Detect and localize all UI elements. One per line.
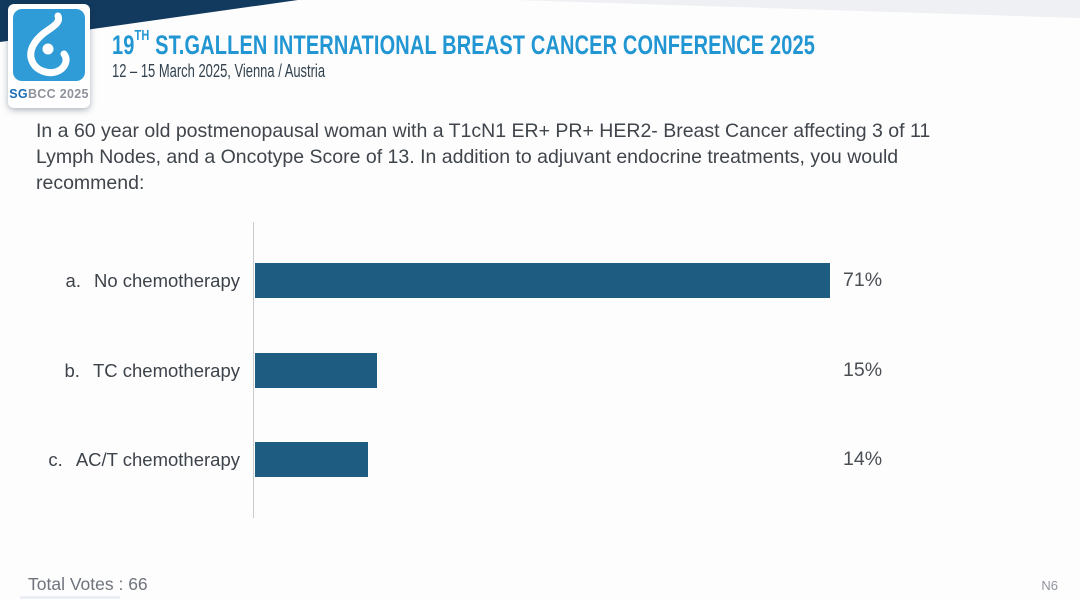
option-label: b. TC chemotherapy [0, 353, 240, 388]
conference-title-ordinal: TH [134, 28, 150, 44]
option-label: a. No chemotherapy [0, 263, 240, 298]
bar [255, 353, 377, 388]
conference-subtitle: 12 – 15 March 2025, Vienna / Austria [112, 61, 326, 81]
option-letter: a. [65, 270, 81, 291]
conference-title-rest: ST.GALLEN INTERNATIONAL BREAST CANCER CO… [149, 30, 816, 60]
value-label: 71% [843, 269, 883, 291]
option-letter: b. [64, 360, 80, 381]
sgbcc-logo-card: SGBCC 2025 [8, 4, 90, 108]
option-letter: c. [48, 449, 63, 470]
bottom-edge-strip [20, 596, 120, 599]
sgbcc-logo [13, 9, 85, 81]
chart-row: b. TC chemotherapy 15% [0, 353, 1080, 388]
option-text: AC/T chemotherapy [75, 449, 240, 470]
option-label: c. AC/T chemotherapy [0, 442, 240, 477]
slide-number: N6 [1041, 578, 1058, 593]
option-text: TC chemotherapy [92, 360, 240, 381]
value-label: 14% [843, 448, 883, 470]
option-text: No chemotherapy [93, 270, 240, 291]
value-label: 15% [843, 359, 883, 381]
logo-wordmark: SGBCC 2025 [8, 87, 90, 101]
conference-title-number: 19 [112, 30, 135, 60]
conference-title: 19TH ST.GALLEN INTERNATIONAL BREAST CANC… [112, 28, 815, 61]
bar [255, 442, 368, 477]
logo-wordmark-rest: BCC 2025 [27, 87, 89, 101]
chart-y-axis-line [253, 222, 254, 518]
total-votes-label: Total Votes : 66 [28, 574, 148, 594]
logo-wordmark-sg: SG [9, 87, 28, 101]
chart-row: a. No chemotherapy 71% [0, 263, 1080, 298]
bar [255, 263, 830, 298]
poll-question-text: In a 60 year old postmenopausal woman wi… [36, 120, 931, 194]
chart-row: c. AC/T chemotherapy 14% [0, 442, 1080, 477]
